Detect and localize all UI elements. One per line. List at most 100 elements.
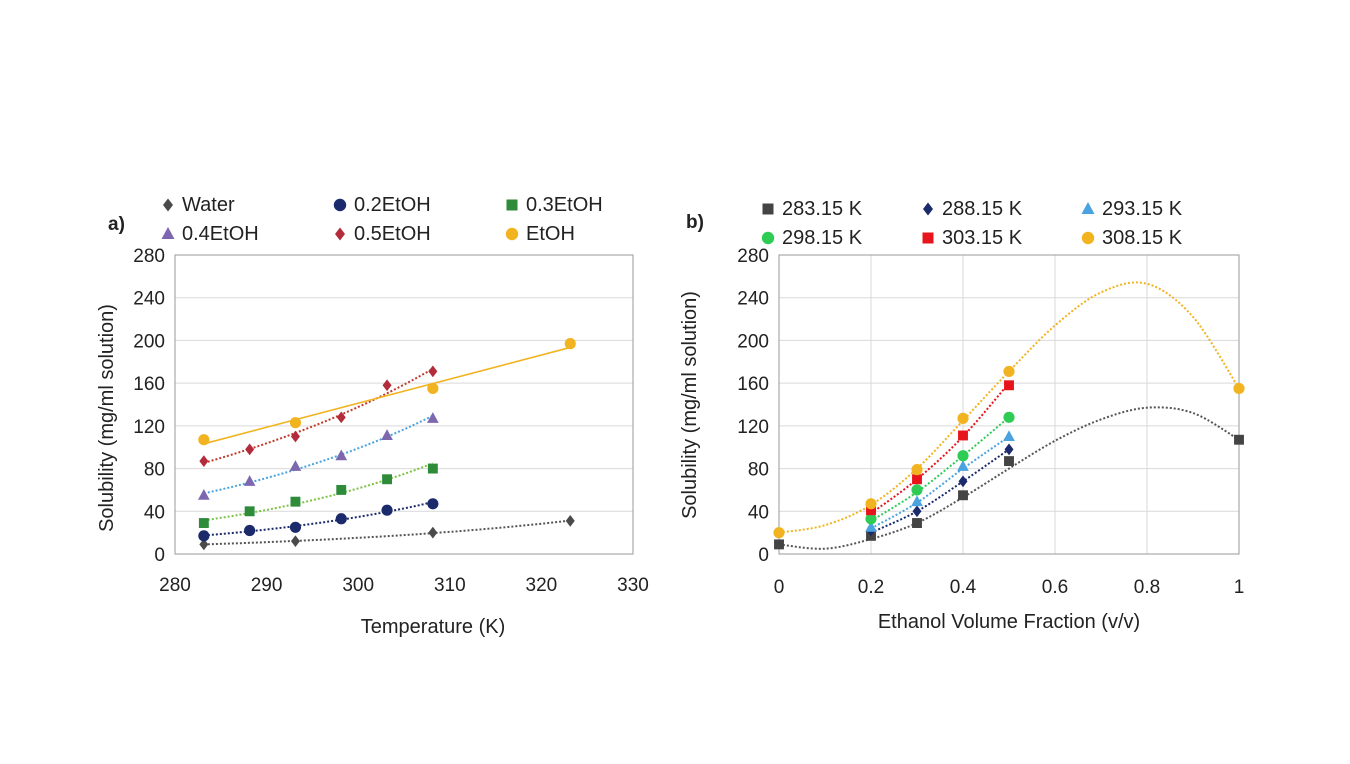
- chart-b-plot-frame: [778, 254, 1240, 555]
- chart-b-x-axis-title: Ethanol Volume Fraction (v/v): [878, 611, 1140, 633]
- fit-curve-298-15-k: [870, 416, 1010, 522]
- point-308-15-k: [865, 498, 877, 510]
- x-tick-label: 0.8: [1134, 577, 1160, 598]
- point-308-15-k: [1003, 365, 1015, 377]
- point-etoh: [289, 417, 302, 429]
- x-tick-label: 0.4: [950, 577, 977, 598]
- legend-label-283-15-k: 283.15 K: [782, 198, 863, 220]
- chart-b-y-axis-title: Solubility (mg/ml solution): [679, 291, 701, 519]
- chart-a-x-axis-title: Temperature (K): [361, 616, 506, 638]
- chart-b-x-ticks: 0 0.2 0.4 0.6 0.8 1: [774, 577, 1245, 598]
- y-tick-label: 240: [737, 289, 769, 310]
- chart-b-points: [773, 365, 1245, 550]
- legend-marker-water: [163, 198, 173, 212]
- point-0-4etoh: [381, 429, 393, 440]
- x-tick-label: 330: [617, 575, 649, 596]
- x-tick-label: 280: [159, 575, 191, 596]
- y-tick-label: 0: [758, 545, 769, 566]
- point-308-15-k: [957, 412, 969, 424]
- point-293-15-k: [957, 460, 969, 471]
- point-0-2etoh: [289, 521, 302, 533]
- point-0-5etoh: [382, 379, 392, 392]
- legend-label-0-3etoh: 0.3EtOH: [526, 194, 603, 216]
- point-0-3etoh: [336, 484, 347, 495]
- fit-curve-303-15-k: [870, 382, 1010, 515]
- chart-a-trendlines: [203, 346, 571, 546]
- legend-marker-0-5etoh: [335, 227, 345, 241]
- point-0-5etoh: [428, 365, 438, 378]
- point-283-15-k: [1234, 434, 1244, 445]
- point-water: [290, 535, 300, 548]
- y-tick-label: 200: [133, 331, 165, 352]
- legend-label-water: Water: [182, 194, 235, 216]
- chart-a-y-ticks: 0 40 80 120 160 200 240 280: [133, 246, 165, 566]
- x-tick-label: 0.6: [1042, 577, 1068, 598]
- legend-marker-283-15-k: [762, 203, 774, 215]
- point-288-15-k: [958, 475, 968, 488]
- point-0-5etoh: [245, 443, 255, 456]
- point-0-5etoh: [290, 430, 300, 443]
- point-0-2etoh: [335, 513, 347, 525]
- point-283-15-k: [958, 490, 968, 501]
- legend-label-0-2etoh: 0.2EtOH: [354, 194, 431, 216]
- point-etoh: [564, 338, 576, 350]
- x-tick-label: 0.2: [858, 577, 884, 598]
- chart-a: a) 0 40 80 120 160 200 240 280 280 290 300 310 320 3…: [96, 194, 649, 638]
- point-0-3etoh: [382, 474, 393, 485]
- legend-marker-0-3etoh: [506, 199, 518, 211]
- point-283-15-k: [774, 539, 784, 550]
- point-298-15-k: [911, 484, 923, 496]
- fit-curve-293-15-k: [870, 435, 1010, 530]
- point-water: [199, 538, 209, 551]
- legend-label-308-15-k: 308.15 K: [1102, 227, 1183, 249]
- point-308-15-k: [911, 464, 923, 476]
- point-etoh: [427, 382, 439, 395]
- chart-a-x-ticks: 280 290 300 310 320 330: [159, 575, 649, 596]
- point-0-3etoh: [244, 506, 255, 517]
- y-tick-label: 80: [748, 460, 769, 481]
- y-tick-label: 40: [748, 502, 769, 523]
- x-tick-label: 0: [774, 577, 785, 598]
- point-303-15-k: [912, 474, 922, 485]
- y-tick-label: 120: [737, 417, 769, 438]
- point-303-15-k: [958, 430, 968, 441]
- point-303-15-k: [866, 505, 876, 516]
- point-0-2etoh: [244, 524, 256, 537]
- trendline-etoh: [203, 346, 571, 445]
- legend-marker-0-2etoh: [333, 198, 347, 212]
- legend-marker-298-15-k: [761, 231, 775, 245]
- chart-a-points: [198, 338, 576, 551]
- point-0-2etoh: [427, 498, 439, 510]
- chart-b-y-ticks: 0 40 80 120 160 200 240 280: [737, 246, 769, 566]
- chart-b-gridlines: [778, 254, 1240, 555]
- point-298-15-k: [1003, 411, 1015, 423]
- x-tick-label: 320: [526, 575, 558, 596]
- x-tick-label: 300: [342, 575, 374, 596]
- point-293-15-k: [911, 495, 923, 507]
- point-0-2etoh: [381, 504, 393, 516]
- chart-a-legend: Water 0.2EtOH 0.3EtOH 0.4EtOH 0.5EtOH EtOH: [161, 194, 603, 245]
- chart-a-y-axis-title: Solubility (mg/ml solution): [96, 304, 118, 532]
- x-tick-label: 290: [251, 575, 283, 596]
- legend-marker-293-15-k: [1081, 202, 1095, 214]
- point-283-15-k: [912, 518, 922, 528]
- fit-curve-283-15-k: [778, 406, 1240, 550]
- point-0-5etoh: [199, 455, 209, 467]
- x-tick-label: 1: [1234, 577, 1245, 598]
- point-0-3etoh: [198, 518, 209, 528]
- point-etoh: [198, 434, 210, 446]
- point-0-5etoh: [336, 411, 346, 424]
- point-water: [428, 526, 438, 539]
- legend-marker-303-15-k: [922, 232, 934, 244]
- point-0-2etoh: [198, 530, 210, 542]
- point-0-3etoh: [427, 463, 438, 474]
- point-293-15-k: [865, 521, 877, 532]
- y-tick-label: 120: [133, 417, 165, 438]
- legend-label-293-15-k: 293.15 K: [1102, 198, 1183, 220]
- point-288-15-k: [912, 505, 922, 518]
- y-tick-label: 160: [737, 374, 769, 395]
- legend-marker-308-15-k: [1081, 231, 1095, 245]
- point-293-15-k: [1003, 430, 1015, 442]
- trendline-0-4etoh: [203, 414, 434, 495]
